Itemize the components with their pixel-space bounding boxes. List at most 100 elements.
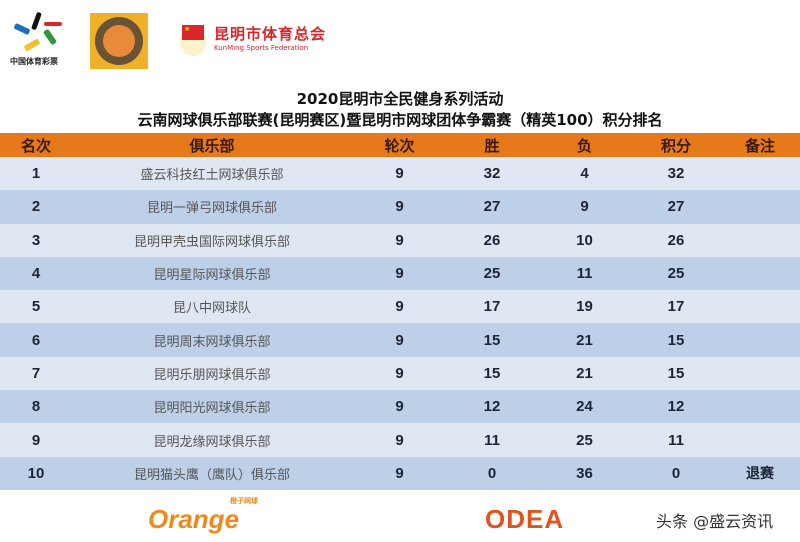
watermark: 头条 @盛云资讯 — [656, 512, 774, 531]
table-row: 3 昆明甲壳虫国际网球俱乐部 9 26 10 26 — [0, 223, 800, 257]
orange-sponsor-logo: Orange 橙子网球 — [148, 498, 258, 534]
losses-cell: 21 — [537, 356, 632, 391]
header-rank: 名次 — [0, 133, 72, 157]
tennis-club-league-logo — [90, 13, 148, 69]
table-row: 2 昆明一弹弓网球俱乐部 9 27 9 27 — [0, 190, 800, 224]
title-line-2: 云南网球俱乐部联赛(昆明赛区)暨昆明市网球团体争霸赛（精英100）积分排名 — [137, 111, 663, 129]
rank-cell: 1 — [0, 157, 72, 191]
china-sports-lottery-logo: 中国体育彩票 — [10, 11, 68, 70]
points-cell: 26 — [632, 223, 720, 257]
federation-name-cn: 昆明市体育总会 — [214, 25, 327, 43]
logo-bar: 中国体育彩票 ★ 昆明市体育总会 KunMing Sports Federati… — [0, 0, 800, 80]
wins-cell: 15 — [447, 356, 537, 391]
club-cell: 昆明阳光网球俱乐部 — [72, 390, 352, 424]
rounds-cell: 9 — [352, 290, 447, 324]
rank-cell: 10 — [0, 456, 72, 490]
points-cell: 27 — [632, 190, 720, 224]
rounds-cell: 9 — [352, 390, 447, 424]
points-cell: 12 — [632, 390, 720, 424]
kunming-sports-federation-logo: ★ 昆明市体育总会 KunMing Sports Federation — [168, 18, 325, 63]
club-cell: 昆明龙缘网球俱乐部 — [72, 423, 352, 457]
rounds-cell: 9 — [352, 456, 447, 490]
wins-cell: 0 — [447, 456, 537, 490]
rank-cell: 6 — [0, 323, 72, 357]
points-cell: 32 — [632, 157, 720, 191]
rank-cell: 2 — [0, 190, 72, 224]
header-note: 备注 — [720, 133, 800, 157]
rank-cell: 3 — [0, 223, 72, 257]
club-cell: 昆八中网球队 — [72, 290, 352, 324]
wins-cell: 26 — [447, 223, 537, 257]
losses-cell: 11 — [537, 256, 632, 291]
federation-name-en: KunMing Sports Federation — [214, 44, 309, 52]
tennis-ball-icon — [103, 25, 135, 57]
table-row: 10 昆明猫头鹰（鹰队）俱乐部 9 0 36 0 退赛 — [0, 456, 800, 490]
wins-cell: 17 — [447, 290, 537, 324]
rounds-cell: 9 — [352, 356, 447, 391]
standings-table: 名次 俱乐部 轮次 胜 负 积分 备注 1 盛云科技红土网球俱乐部 9 32 4… — [0, 133, 800, 490]
wins-cell: 15 — [447, 323, 537, 357]
table-row: 7 昆明乐朋网球俱乐部 9 15 21 15 — [0, 356, 800, 391]
rank-cell: 4 — [0, 256, 72, 291]
losses-cell: 4 — [537, 157, 632, 191]
lottery-label: 中国体育彩票 — [10, 57, 58, 66]
title-line-1: 2020昆明市全民健身系列活动 — [296, 90, 504, 108]
losses-cell: 21 — [537, 323, 632, 357]
header-points: 积分 — [632, 133, 720, 157]
club-cell: 盛云科技红土网球俱乐部 — [72, 157, 352, 191]
club-cell: 昆明周末网球俱乐部 — [72, 323, 352, 357]
table-row: 4 昆明星际网球俱乐部 9 25 11 25 — [0, 256, 800, 291]
note-cell — [720, 356, 800, 391]
flag-icon: ★ — [182, 25, 204, 40]
odea-sponsor-logo: ODEA — [485, 504, 565, 534]
note-cell — [720, 423, 800, 457]
note-cell: 退赛 — [720, 456, 800, 490]
rounds-cell: 9 — [352, 323, 447, 357]
rounds-cell: 9 — [352, 256, 447, 291]
wins-cell: 27 — [447, 190, 537, 224]
wins-cell: 11 — [447, 423, 537, 457]
header-losses: 负 — [537, 133, 632, 157]
table-row: 8 昆明阳光网球俱乐部 9 12 24 12 — [0, 390, 800, 424]
table-row: 5 昆八中网球队 9 17 19 17 — [0, 290, 800, 324]
points-cell: 0 — [632, 456, 720, 490]
header-club: 俱乐部 — [72, 133, 352, 157]
club-cell: 昆明甲壳虫国际网球俱乐部 — [72, 223, 352, 257]
losses-cell: 10 — [537, 223, 632, 257]
header-rounds: 轮次 — [352, 133, 447, 157]
rank-cell: 9 — [0, 423, 72, 457]
rank-cell: 7 — [0, 356, 72, 391]
wins-cell: 32 — [447, 157, 537, 191]
points-cell: 15 — [632, 323, 720, 357]
wins-cell: 12 — [447, 390, 537, 424]
losses-cell: 19 — [537, 290, 632, 324]
note-cell — [720, 256, 800, 291]
table-row: 6 昆明周末网球俱乐部 9 15 21 15 — [0, 323, 800, 357]
header-wins: 胜 — [447, 133, 537, 157]
rank-cell: 5 — [0, 290, 72, 324]
note-cell — [720, 223, 800, 257]
points-cell: 17 — [632, 290, 720, 324]
rank-cell: 8 — [0, 390, 72, 424]
club-cell: 昆明乐朋网球俱乐部 — [72, 356, 352, 391]
rounds-cell: 9 — [352, 190, 447, 224]
points-cell: 11 — [632, 423, 720, 457]
rounds-cell: 9 — [352, 423, 447, 457]
club-cell: 昆明猫头鹰（鹰队）俱乐部 — [72, 456, 352, 490]
losses-cell: 9 — [537, 190, 632, 224]
table-row: 1 盛云科技红土网球俱乐部 9 32 4 32 — [0, 157, 800, 191]
points-cell: 25 — [632, 256, 720, 291]
rounds-cell: 9 — [352, 223, 447, 257]
losses-cell: 24 — [537, 390, 632, 424]
losses-cell: 36 — [537, 456, 632, 490]
points-cell: 15 — [632, 356, 720, 391]
note-cell — [720, 157, 800, 191]
club-cell: 昆明一弹弓网球俱乐部 — [72, 190, 352, 224]
orange-sponsor-subtitle: 橙子网球 — [230, 498, 258, 505]
note-cell — [720, 390, 800, 424]
note-cell — [720, 290, 800, 324]
note-cell — [720, 323, 800, 357]
losses-cell: 25 — [537, 423, 632, 457]
table-header-row: 名次 俱乐部 轮次 胜 负 积分 备注 — [0, 133, 800, 157]
note-cell — [720, 190, 800, 224]
